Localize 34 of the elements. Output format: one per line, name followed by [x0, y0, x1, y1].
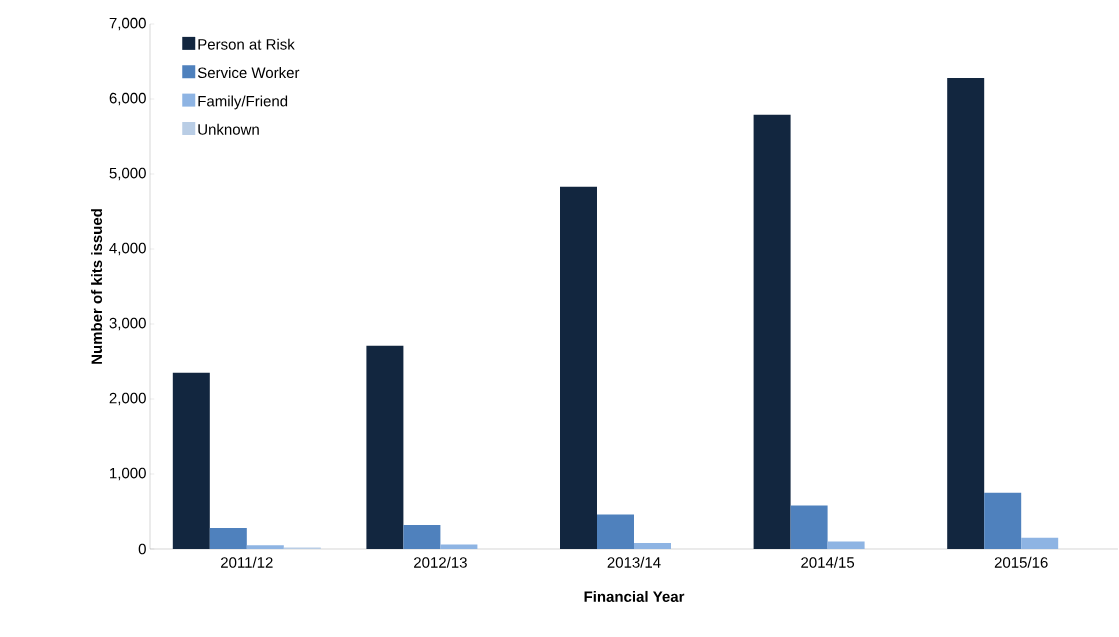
x-tick-label: 2013/14	[607, 556, 661, 568]
bar	[366, 345, 404, 549]
y-tick-label: 6,000	[109, 92, 146, 106]
x-tick-label: 2012/13	[414, 556, 467, 568]
y-tick-label: 3,000	[109, 317, 146, 331]
y-axis-title: Number of kits issued	[91, 209, 103, 364]
x-tick-label: 2011/12	[221, 556, 273, 568]
legend-label: Service Worker	[197, 67, 300, 79]
legend-label: Person at Risk	[198, 38, 295, 50]
bar	[827, 541, 865, 549]
bar	[246, 545, 284, 549]
y-tick-label: 4,000	[109, 242, 146, 256]
bar	[440, 544, 478, 549]
bar	[560, 186, 597, 549]
x-tick-label: 2015/16	[994, 556, 1048, 568]
bar	[790, 505, 828, 549]
legend-label: Unknown	[198, 123, 259, 135]
y-tick-label: 5,000	[109, 167, 146, 181]
y-tick-label: 0	[138, 543, 146, 555]
bar	[947, 77, 985, 549]
bar	[634, 542, 671, 549]
bar	[209, 527, 247, 549]
x-axis-title: Financial Year	[584, 590, 685, 602]
y-tick-label: 7,000	[109, 17, 146, 31]
bar	[753, 114, 791, 549]
x-tick-label: 2014/15	[801, 556, 855, 568]
legend-label: Family/Friend	[198, 95, 288, 110]
bar	[984, 492, 1022, 549]
bar	[403, 524, 441, 549]
bar	[172, 372, 210, 549]
y-tick-label: 1,000	[110, 467, 146, 481]
bar	[597, 514, 634, 549]
bar	[1021, 537, 1059, 549]
y-tick-label: 2,000	[109, 392, 146, 406]
